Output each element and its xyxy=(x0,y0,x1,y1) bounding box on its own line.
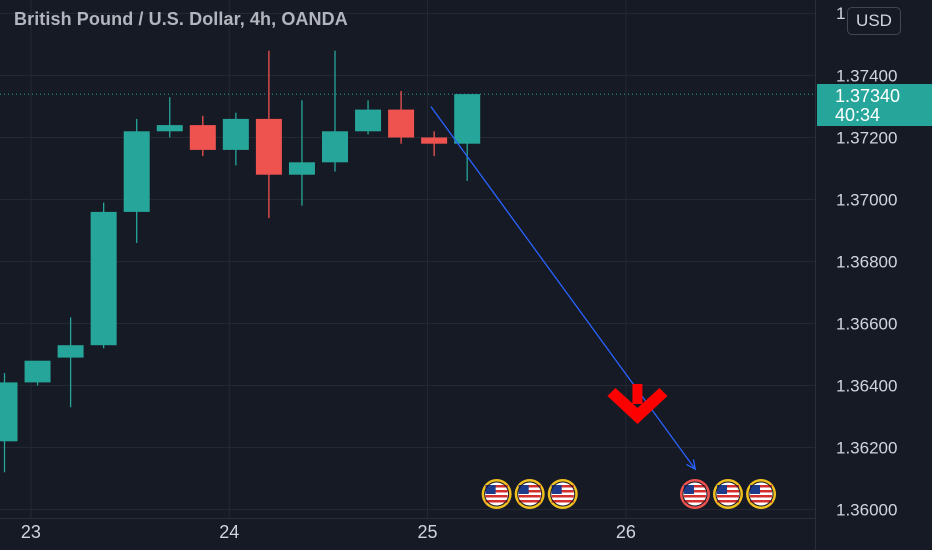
flag-stripe xyxy=(485,500,508,503)
us-flag-icon xyxy=(679,479,710,509)
flag-canton xyxy=(716,485,727,494)
price-tick-label: 1.36400 xyxy=(836,377,897,396)
candle-body xyxy=(255,118,282,175)
flag-stripe xyxy=(683,490,706,493)
last-price-value: 1.37340 xyxy=(835,86,901,106)
candle-body xyxy=(189,125,216,150)
flag-stripe xyxy=(716,490,739,493)
candle-bullish xyxy=(0,373,18,473)
price-tick-label: 1.37200 xyxy=(836,129,897,148)
flag-canton xyxy=(683,485,694,494)
candle-body xyxy=(288,162,315,175)
axes: 1.36000 1.36200 1.36400 1.36600 1.36800 1.370… xyxy=(0,0,897,550)
trend-arrow-head xyxy=(686,459,697,471)
price-tick-label: 1.36800 xyxy=(836,253,897,272)
trend-arrow-line xyxy=(430,106,696,470)
flag-border xyxy=(715,481,741,507)
flag-canton xyxy=(750,485,761,494)
flag-border xyxy=(748,481,774,507)
flag-stripe xyxy=(716,500,739,503)
candle-body xyxy=(388,109,415,138)
chart-grid xyxy=(0,0,815,518)
down-arrow-shaft xyxy=(632,384,643,404)
us-flag-icon xyxy=(746,479,777,509)
price-tick-label: 1.37000 xyxy=(836,191,897,210)
us-flag-icon xyxy=(547,479,578,509)
flag-canton xyxy=(551,485,562,494)
us-flag-icon xyxy=(514,479,545,509)
flag-canton xyxy=(485,485,496,494)
flag-stripe xyxy=(683,485,706,488)
us-flag-icon xyxy=(481,479,512,509)
price-tick-label: 1.37400 xyxy=(836,67,897,86)
candle-body xyxy=(156,125,183,132)
flag-stripe xyxy=(551,495,574,498)
flag-border xyxy=(682,481,708,507)
candle-body xyxy=(123,131,150,212)
time-tick-label: 25 xyxy=(418,522,438,542)
flag-stripe xyxy=(485,490,508,493)
candle-bearish xyxy=(255,50,282,219)
flag-stripe xyxy=(716,485,739,488)
candle-body xyxy=(421,137,448,144)
time-tick-label: 26 xyxy=(616,522,636,542)
candle-bullish xyxy=(123,118,150,243)
candle-bullish xyxy=(90,202,117,349)
flag-stripe xyxy=(551,485,574,488)
flag-stripe xyxy=(750,485,773,488)
candle-bullish xyxy=(288,100,315,206)
flag-stripe xyxy=(485,485,508,488)
candle-bullish xyxy=(322,50,348,172)
flag-border xyxy=(550,481,576,507)
flag-canton xyxy=(518,485,529,494)
flag-stripe xyxy=(683,495,706,498)
flag-stripe xyxy=(750,500,773,503)
flag-stripe xyxy=(750,495,773,498)
last-price-label: 1.37340 40:34 xyxy=(817,84,932,126)
flag-stripe xyxy=(750,490,773,493)
candle-body xyxy=(57,345,84,358)
candle-body xyxy=(24,360,51,383)
candle-bullish xyxy=(57,317,84,408)
time-tick-label: 24 xyxy=(219,522,239,542)
candle-bullish xyxy=(24,360,51,386)
candle-bearish xyxy=(189,115,216,157)
annotations xyxy=(430,106,777,509)
candle-body xyxy=(454,94,481,144)
symbol-title: British Pound / U.S. Dollar, 4h, OANDA xyxy=(14,9,348,29)
price-tick-label: 1.36200 xyxy=(836,439,897,458)
candle-body xyxy=(0,382,18,442)
candle-bullish xyxy=(355,100,382,135)
candles xyxy=(0,50,481,473)
currency-button[interactable]: USD xyxy=(847,7,901,35)
flag-border xyxy=(484,481,510,507)
candle-bullish xyxy=(454,94,481,181)
flag-stripe xyxy=(518,500,541,503)
time-tick-label: 23 xyxy=(21,522,41,542)
candle-bullish xyxy=(222,112,249,166)
price-tick-label: 1.36000 xyxy=(836,501,897,520)
flag-stripe xyxy=(551,490,574,493)
candle-bearish xyxy=(388,91,415,144)
flag-stripe xyxy=(551,500,574,503)
down-arrow-icon xyxy=(607,388,668,424)
flag-border xyxy=(517,481,543,507)
candle-body xyxy=(90,211,117,346)
us-flag-icon xyxy=(712,479,743,509)
flag-stripe xyxy=(518,485,541,488)
flag-stripe xyxy=(518,495,541,498)
candle-bearish xyxy=(421,131,448,157)
flag-stripe xyxy=(485,495,508,498)
candle-body xyxy=(355,109,382,132)
candle-body xyxy=(322,131,348,163)
candle-body xyxy=(222,118,249,150)
flag-stripe xyxy=(518,490,541,493)
price-tick-label: 1.36600 xyxy=(836,315,897,334)
flag-stripe xyxy=(716,495,739,498)
flag-stripe xyxy=(683,500,706,503)
candle-countdown: 40:34 xyxy=(835,105,881,125)
candle-bullish xyxy=(156,97,183,138)
